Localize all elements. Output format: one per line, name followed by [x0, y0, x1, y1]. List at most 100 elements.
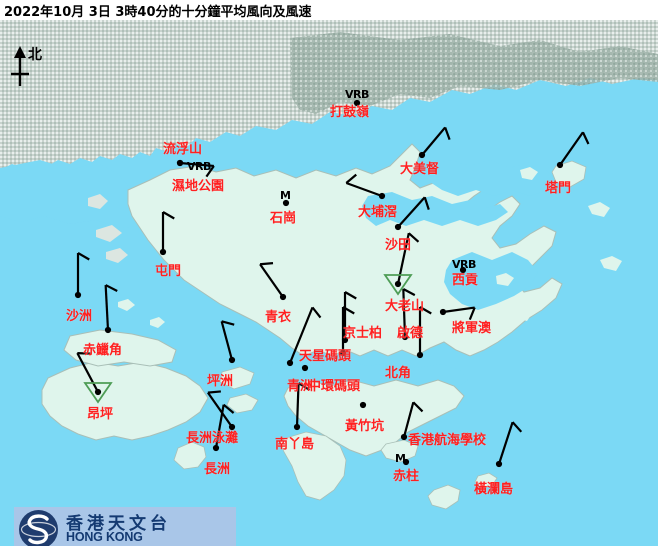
station-label: 大美督: [400, 162, 440, 177]
station-dot[interactable]: [439, 308, 447, 316]
north-label: 北: [28, 47, 42, 63]
variable-wind-flag: VRB: [452, 258, 476, 271]
eastern-island-2: [588, 202, 610, 217]
sai-kung-waters: [444, 252, 538, 310]
title-bar: 2022年10月 3日 3時40分的十分鐘平均風向及風速: [0, 0, 658, 20]
wind-barb: [214, 403, 235, 449]
station-label: 流浮山: [163, 142, 203, 157]
wind-barb: [179, 161, 215, 178]
wind-barb: [418, 306, 432, 355]
new-territories-landmass: [127, 143, 563, 357]
station-dot[interactable]: [556, 161, 564, 169]
mainland-hills: [290, 32, 658, 114]
wind-barb: [397, 196, 430, 228]
station-dot[interactable]: [104, 326, 112, 334]
wind-barb: [345, 173, 383, 198]
station-dot[interactable]: [74, 291, 82, 299]
station-dot[interactable]: [282, 199, 290, 207]
station-label: 坪洲: [207, 374, 234, 389]
station-dot[interactable]: [301, 364, 309, 372]
wind-barb: [295, 382, 311, 428]
mainland-island-3: [106, 248, 128, 263]
station-dot[interactable]: [94, 388, 102, 396]
station-dot[interactable]: [378, 192, 386, 200]
station-dot[interactable]: [495, 460, 503, 468]
sai-kung-island-2: [512, 306, 533, 321]
station-label: 大老山: [385, 299, 425, 314]
station-label: 赤鱲角: [83, 343, 123, 358]
calm-wind-flag: M: [280, 189, 291, 202]
station-label: 長洲泳灘: [186, 431, 239, 446]
wind-barb: [161, 211, 175, 252]
station-dot[interactable]: [279, 293, 287, 301]
station-dot[interactable]: [293, 423, 301, 431]
eastern-island-3: [600, 256, 622, 271]
wind-map[interactable]: 北 打鼓嶺 VRB 流浮山 濕地公園 VRB 石崗 M 大美督 塔門 大埔滘 沙田 西貢 VRB 屯門 沙洲…: [0, 20, 658, 546]
hei-ling-chau: [226, 393, 259, 414]
station-dot[interactable]: [418, 151, 426, 159]
station-dot[interactable]: [341, 336, 349, 344]
station-label: 啟德: [397, 326, 424, 341]
station-dot[interactable]: [416, 351, 424, 359]
wind-barb: [259, 262, 284, 298]
station-dot[interactable]: [286, 359, 294, 367]
station-dot[interactable]: [159, 248, 167, 256]
cheung-chau: [173, 441, 207, 470]
variable-wind-flag: VRB: [187, 160, 211, 173]
station-dot-layer: [74, 99, 564, 468]
station-label: 赤柱: [393, 469, 420, 484]
station-dot[interactable]: [459, 266, 467, 274]
station-label: 西貢: [452, 273, 479, 288]
hko-logo: 香港天文台 HONG KONG OBSERVATORY: [14, 507, 236, 546]
station-dot[interactable]: [353, 99, 361, 107]
hko-name-en: HONG KONG OBSERVATORY: [66, 530, 158, 546]
station-label: 青洲: [287, 379, 314, 394]
brothers-islets: [150, 317, 165, 328]
wind-barb: [559, 131, 590, 166]
station-label: 濕地公園: [172, 179, 225, 194]
station-dot[interactable]: [228, 423, 236, 431]
wind-barb: [343, 291, 357, 340]
station-dot[interactable]: [402, 458, 410, 466]
station-label: 塔門: [545, 181, 572, 196]
wind-barb: [402, 288, 416, 338]
wind-barb: [220, 320, 235, 361]
station-dot[interactable]: [394, 280, 402, 288]
wind-barb: [288, 306, 322, 364]
hko-logo-s-icon: [20, 514, 57, 545]
map-geography: [0, 20, 658, 546]
wind-barb: [497, 421, 523, 465]
po-toi-islands: [427, 484, 461, 510]
mainland-island-1: [88, 194, 108, 209]
station-label: 石崗: [270, 211, 297, 226]
peng-chau: [219, 366, 255, 390]
station-dot[interactable]: [228, 356, 236, 364]
sai-kung-island-1: [496, 273, 514, 286]
calm-wind-flag: M: [395, 452, 406, 465]
station-label: 黃竹坑: [345, 419, 385, 434]
station-dot[interactable]: [339, 349, 347, 357]
station-label: 北角: [385, 366, 412, 381]
station-label: 昂坪: [87, 407, 114, 422]
wind-barb: [402, 401, 424, 438]
station-label: 香港航海學校: [408, 433, 487, 448]
station-label: 中環碼頭: [308, 379, 361, 394]
hko-name-cn: 香港天文台: [66, 514, 171, 534]
station-dot[interactable]: [401, 333, 409, 341]
station-label: 天星碼頭: [299, 349, 352, 364]
station-dot[interactable]: [394, 223, 402, 231]
station-label: 沙洲: [66, 309, 93, 324]
eastern-island-1: [520, 167, 538, 180]
station-label: 青衣: [265, 310, 292, 325]
wind-barb: [104, 284, 118, 331]
station-dot[interactable]: [359, 401, 367, 409]
tolo-harbour: [362, 192, 508, 226]
station-label: 南丫島: [275, 437, 315, 452]
station-label: 屯門: [155, 264, 182, 279]
wind-barb: [421, 126, 451, 156]
station-dot[interactable]: [176, 159, 184, 167]
station-dot[interactable]: [212, 444, 220, 452]
station-dot[interactable]: [400, 433, 408, 441]
wind-barb: [442, 306, 476, 321]
